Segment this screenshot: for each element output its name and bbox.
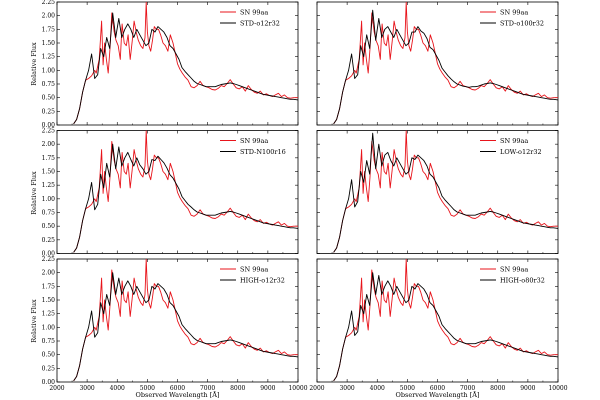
y-axis-label-bottom: Relative Flux — [30, 299, 38, 343]
legend-label-model: STD-N100r16 — [240, 148, 286, 156]
y-axis-label-middle: Relative Flux — [30, 171, 38, 215]
x-tick-label: 10000 — [548, 385, 567, 392]
legend-label-model: STD-o12r32 — [240, 19, 280, 27]
panel-high-o80r32: 2000 3000 4000 5000 6000 7000 8000 9000 10000 SN … — [309, 258, 568, 392]
y-tick-label: 2.25 — [42, 256, 56, 263]
y-tick-label: 0.25 — [42, 237, 56, 244]
x-tick-label: 3000 — [79, 385, 94, 392]
legend-label-observed: SN 99aa — [500, 8, 528, 16]
x-tick-label: 2000 — [49, 385, 64, 392]
y-tick-label: 2.00 — [42, 270, 56, 277]
x-tick-label: 4000 — [110, 385, 125, 392]
y-tick-label: 2.00 — [42, 141, 56, 148]
legend-label-observed: SN 99aa — [240, 265, 268, 273]
model-spectrum-line — [333, 272, 558, 382]
legend-label-observed: SN 99aa — [240, 137, 268, 145]
y-tick-label: 0.75 — [42, 81, 56, 88]
x-tick-label: 9000 — [520, 385, 535, 392]
y-tick-label: 1.00 — [42, 196, 56, 203]
panel-std-o100r32: SN 99aa STD-o100r32 — [316, 1, 559, 126]
x-tick-label: 5000 — [140, 385, 155, 392]
x-tick-label: 3000 — [339, 385, 354, 392]
legend-label-model: STD-o100r32 — [500, 19, 544, 27]
y-tick-label: 1.75 — [42, 155, 56, 162]
y-tick-label: 2.00 — [42, 13, 56, 20]
y-tick-label: 1.25 — [42, 182, 56, 189]
panel-grid: 0.00 0.25 0.50 0.75 1.00 1.25 1.50 1.75 2.00 2.25… — [42, 0, 568, 392]
y-tick-label: 0.25 — [42, 108, 56, 115]
y-axis-label-top: Relative Flux — [30, 42, 38, 86]
panel-std-o12r32: 0.00 0.25 0.50 0.75 1.00 1.25 1.50 1.75 2.00 2.25… — [42, 0, 299, 129]
model-spectrum-line — [73, 143, 298, 253]
model-spectrum-line — [73, 272, 298, 382]
panel-low-o12r32: SN 99aa LOW-o12r32 — [316, 130, 559, 254]
x-tick-label: 6000 — [170, 385, 185, 392]
x-tick-label: 10000 — [288, 385, 307, 392]
legend-label-observed: SN 99aa — [500, 137, 528, 145]
x-tick-label: 7000 — [460, 385, 475, 392]
y-tick-label: 1.00 — [42, 67, 56, 74]
y-tick-label: 1.50 — [42, 297, 56, 304]
y-tick-label: 0.00 — [42, 379, 56, 386]
y-tick-label: 0.25 — [42, 365, 56, 372]
panel-std-n100r16: 0.00 0.25 0.50 0.75 1.00 1.25 1.50 1.75 2.00 2.25… — [42, 128, 299, 258]
x-tick-label: 9000 — [260, 385, 275, 392]
model-spectrum-line — [73, 12, 298, 125]
x-tick-label: 8000 — [230, 385, 245, 392]
model-spectrum-line — [333, 9, 558, 125]
y-tick-label: 1.50 — [42, 40, 56, 47]
y-tick-label: 1.50 — [42, 169, 56, 176]
y-tick-label: 2.25 — [42, 128, 56, 135]
legend-label-model: LOW-o12r32 — [500, 148, 542, 156]
y-tick-label: 0.50 — [42, 352, 56, 359]
model-spectrum-line — [333, 132, 558, 253]
y-tick-label: 1.25 — [42, 54, 56, 61]
x-tick-label: 7000 — [200, 385, 215, 392]
y-tick-label: 1.00 — [42, 324, 56, 331]
y-tick-label: 2.25 — [42, 0, 56, 6]
x-tick-label: 2000 — [309, 385, 324, 392]
x-tick-label: 8000 — [490, 385, 505, 392]
y-tick-label: 0.75 — [42, 338, 56, 345]
x-axis-label-right: Observed Wavelength [Å] — [396, 390, 480, 399]
y-tick-label: 1.25 — [42, 311, 56, 318]
legend-label-model: HIGH-o80r32 — [500, 276, 545, 284]
y-tick-label: 0.75 — [42, 210, 56, 217]
x-axis-label-left: Observed Wavelength [Å] — [136, 390, 220, 399]
legend-label-model: HIGH-o12r32 — [240, 276, 285, 284]
x-tick-label: 4000 — [370, 385, 385, 392]
y-tick-label: 0.00 — [42, 251, 56, 258]
x-tick-label: 5000 — [400, 385, 415, 392]
legend-label-observed: SN 99aa — [500, 265, 528, 273]
y-tick-label: 0.00 — [42, 122, 56, 129]
legend-label-observed: SN 99aa — [240, 8, 268, 16]
y-tick-label: 0.50 — [42, 95, 56, 102]
x-tick-label: 6000 — [430, 385, 445, 392]
y-tick-label: 0.50 — [42, 223, 56, 230]
panel-high-o12r32: 2000 3000 4000 5000 6000 7000 8000 9000 10000 0.0… — [42, 256, 308, 392]
y-tick-label: 1.75 — [42, 283, 56, 290]
y-tick-label: 1.75 — [42, 26, 56, 33]
